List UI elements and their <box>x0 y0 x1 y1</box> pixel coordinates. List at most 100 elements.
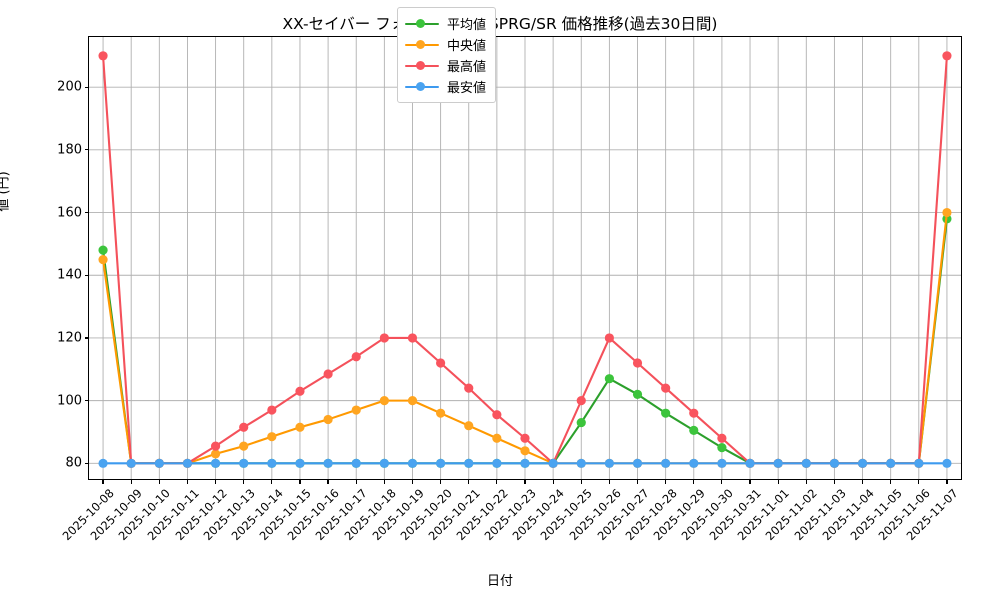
data-point <box>942 207 952 218</box>
legend-item-1: 中央値 <box>405 34 486 55</box>
data-point <box>464 383 474 393</box>
data-point <box>632 389 643 399</box>
data-point <box>351 458 361 468</box>
data-point <box>689 408 699 418</box>
data-point <box>548 458 558 468</box>
data-point <box>407 458 418 468</box>
data-point <box>604 458 614 468</box>
data-point <box>942 458 952 468</box>
data-point <box>351 405 361 415</box>
data-point <box>857 458 868 468</box>
legend-label: 最高値 <box>447 60 487 75</box>
data-point <box>295 386 305 396</box>
data-point <box>323 414 333 425</box>
legend-swatch-icon <box>405 17 439 31</box>
x-tick-mark <box>721 479 723 484</box>
legend-swatch-icon <box>405 59 439 73</box>
data-point <box>492 410 502 420</box>
data-point <box>886 458 896 468</box>
chart-title: XX-セイバー フォルトロール/SPRG/SR 価格推移(過去30日間) <box>282 15 718 33</box>
x-tick-mark <box>158 479 160 484</box>
y-tick-mark <box>84 337 89 339</box>
data-point <box>576 396 586 406</box>
x-tick-mark <box>243 479 245 484</box>
data-point <box>604 333 614 343</box>
data-point <box>351 352 361 362</box>
plot-svg <box>89 37 961 479</box>
data-point <box>379 458 389 468</box>
x-tick-mark <box>355 479 357 484</box>
legend-item-2: 最高値 <box>405 55 486 76</box>
legend-item-3: 最安値 <box>405 76 486 97</box>
data-point <box>323 369 333 379</box>
data-point <box>323 458 333 468</box>
x-tick-mark <box>552 479 554 484</box>
y-tick-mark <box>84 86 89 88</box>
legend-label: 中央値 <box>447 39 487 54</box>
x-tick-mark <box>580 479 582 484</box>
data-point <box>632 358 643 368</box>
data-point <box>492 433 502 443</box>
data-point <box>210 449 221 459</box>
data-point <box>801 458 811 468</box>
data-point <box>604 374 614 384</box>
data-point <box>464 421 474 431</box>
x-tick-mark <box>777 479 779 484</box>
x-tick-mark <box>299 479 301 484</box>
data-point <box>98 51 108 61</box>
x-tick-mark <box>102 479 104 484</box>
x-tick-mark <box>271 479 273 484</box>
data-point <box>829 458 840 468</box>
data-point <box>942 51 952 61</box>
x-tick-mark <box>693 479 695 484</box>
data-point <box>632 458 643 468</box>
plot-area: 80 100 120 140 160 180 200 2025-10-08 2025-10-09… <box>57 36 962 543</box>
data-point <box>379 333 389 343</box>
data-point <box>98 254 108 265</box>
x-tick-mark <box>833 479 835 484</box>
y-tick-label: 180 <box>57 142 82 158</box>
x-tick-mark <box>524 479 526 484</box>
x-tick-mark <box>383 479 385 484</box>
y-tick-mark <box>84 462 89 464</box>
data-point <box>210 441 221 451</box>
data-point <box>436 358 446 368</box>
x-tick-mark <box>636 479 639 484</box>
x-tick-mark <box>440 479 442 484</box>
data-point <box>239 422 249 432</box>
y-tick-mark <box>84 274 89 276</box>
x-tick-mark <box>186 479 189 484</box>
legend-swatch-icon <box>405 38 439 52</box>
y-tick-mark <box>84 400 89 402</box>
data-point <box>717 458 727 468</box>
data-point <box>689 458 699 468</box>
data-point <box>464 458 474 468</box>
series-3 <box>98 458 952 468</box>
x-tick-mark <box>468 479 470 484</box>
y-tick-label: 200 <box>57 79 82 95</box>
y-tick-label: 100 <box>57 393 82 409</box>
data-point <box>267 458 277 468</box>
data-point <box>210 458 221 468</box>
legend-swatch-icon <box>405 80 439 94</box>
y-tick-label: 80 <box>65 455 82 471</box>
x-tick-mark <box>411 479 414 484</box>
data-point <box>407 333 418 343</box>
data-point <box>379 396 389 406</box>
legend-label: 平均値 <box>447 18 487 33</box>
data-point <box>126 458 136 468</box>
data-point <box>182 458 193 468</box>
data-point <box>661 383 671 393</box>
data-point <box>914 458 924 468</box>
x-tick-mark <box>918 479 920 484</box>
legend-item-0: 平均値 <box>405 13 486 34</box>
data-point <box>295 422 305 432</box>
data-point <box>745 458 755 468</box>
x-tick-mark <box>805 479 807 484</box>
data-point <box>267 432 277 442</box>
data-point <box>520 446 530 456</box>
x-axis-label: 日付 <box>486 574 513 589</box>
x-tick-mark <box>946 479 948 484</box>
data-point <box>661 408 671 418</box>
data-point <box>436 408 446 418</box>
